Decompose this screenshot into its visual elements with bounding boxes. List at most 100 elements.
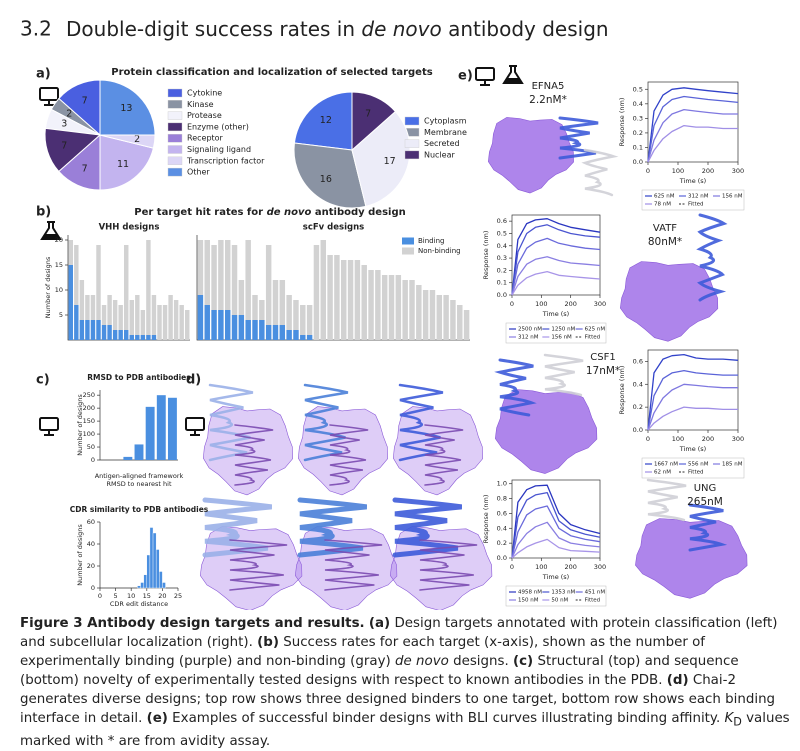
legend-label: Protease <box>187 111 222 120</box>
legend-swatch <box>167 88 183 98</box>
histogram-bar <box>149 527 154 589</box>
caption-text: Structural (top) and sequence (bottom) n… <box>20 654 739 688</box>
y-tick-label: 0.0 <box>497 291 507 299</box>
bar <box>334 255 340 340</box>
bar <box>135 335 140 340</box>
response-curve <box>647 369 738 431</box>
slice-label: 7 <box>61 141 67 152</box>
legend-label: 185 nM <box>722 462 743 468</box>
axis-spines <box>99 522 178 589</box>
histogram-bar <box>155 549 160 589</box>
x-tick-label: 200 <box>702 167 714 175</box>
bar <box>300 335 306 340</box>
y-tick-label: 0.4 <box>633 100 643 108</box>
x-tick-label: 0 <box>98 592 102 600</box>
legend-label: 1250 nM <box>551 327 575 333</box>
panel-title: Per target hit rates for de novo antibod… <box>134 207 405 218</box>
icon-monitor <box>44 100 54 106</box>
bar <box>429 290 436 340</box>
x-axis-label: Time (s) <box>679 177 706 185</box>
bar <box>140 335 146 340</box>
target-kd: 2.2nM* <box>529 94 567 106</box>
bar <box>265 245 272 325</box>
bar <box>450 300 456 340</box>
bar <box>79 320 85 340</box>
bar <box>151 295 157 335</box>
legend-swatch <box>402 237 414 245</box>
figure-caption: Figure 3 Antibody design targets and res… <box>20 614 790 751</box>
legend-label: 312 nM <box>518 335 539 341</box>
x-tick-label: 300 <box>732 167 744 175</box>
legend-label: Binding <box>418 237 444 245</box>
legend-box <box>641 457 745 479</box>
y-tick-label: 10 <box>55 286 63 294</box>
bar <box>124 330 129 340</box>
y-tick-label: 0.6 <box>633 357 643 365</box>
response-curve <box>511 218 601 296</box>
y-tick-label: 60 <box>87 518 95 526</box>
caption-text: (e) <box>146 711 168 726</box>
caption-text: (d) <box>666 673 689 688</box>
bar <box>416 285 422 340</box>
response-curve <box>647 353 739 431</box>
y-tick-label: 50 <box>87 443 95 451</box>
panel-label: e) <box>458 69 473 84</box>
pie-slice <box>99 79 156 136</box>
x-tick-label: 100 <box>535 563 547 571</box>
icon-flask <box>502 65 524 84</box>
y-tick-label: 100 <box>83 430 95 438</box>
legend-label: 625 nM <box>585 327 606 333</box>
caption-text: (c) <box>513 654 534 669</box>
bar <box>204 240 210 305</box>
bar <box>272 280 279 325</box>
title-part: antibody design <box>311 207 405 218</box>
legend-label: 625 nM <box>654 194 675 200</box>
x-axis-label: Time (s) <box>542 573 569 581</box>
pie-slice <box>99 134 155 191</box>
bar <box>167 397 177 460</box>
histogram-bar <box>146 554 151 589</box>
y-tick-label: 0.0 <box>633 158 643 166</box>
bar <box>361 265 367 340</box>
legend-swatch <box>167 111 183 120</box>
y-axis-label: Response (nm) <box>618 366 626 415</box>
protein-surface <box>487 117 574 194</box>
bar <box>327 255 333 340</box>
panel-label: d) <box>186 373 201 388</box>
bar <box>347 260 354 340</box>
bar <box>231 315 238 340</box>
plot-frame <box>511 479 601 559</box>
response-curve <box>647 95 739 163</box>
chart-title: CDR similarity to PDB antibodies <box>70 505 209 514</box>
icon-monitor <box>480 80 490 86</box>
legend-label: 556 nM <box>688 462 709 468</box>
y-axis-label: Response (nm) <box>618 98 626 147</box>
protein-ribbon <box>229 539 288 591</box>
y-tick-label: 0 <box>91 456 95 464</box>
target-name: UNG <box>694 483 717 494</box>
response-curve <box>511 256 601 296</box>
protein-ribbon <box>494 358 537 417</box>
y-tick-label: 0.0 <box>497 554 507 562</box>
legend-swatch <box>404 150 420 160</box>
protein-ribbon <box>329 424 369 486</box>
protein-surface <box>297 406 389 496</box>
protein-ribbon <box>696 213 728 302</box>
legend-label: Enzyme (other) <box>187 122 249 131</box>
slice-label: 11 <box>117 159 129 170</box>
bar <box>293 300 299 330</box>
legend-label: Fitted <box>585 598 600 604</box>
bar <box>118 330 123 340</box>
legend-label: 156 nM <box>551 335 572 341</box>
legend-label: Cytoplasm <box>424 117 467 126</box>
slice-label: 13 <box>120 103 132 114</box>
y-axis-label: Response (nm) <box>482 231 490 280</box>
bar <box>85 295 90 320</box>
bar <box>388 275 395 340</box>
caption-text: designs. <box>448 654 513 669</box>
target-kd: 265nM <box>687 496 723 508</box>
response-curve <box>647 406 738 431</box>
bar <box>286 295 292 330</box>
panel-label: c) <box>36 373 50 388</box>
histogram-bar <box>143 574 147 589</box>
